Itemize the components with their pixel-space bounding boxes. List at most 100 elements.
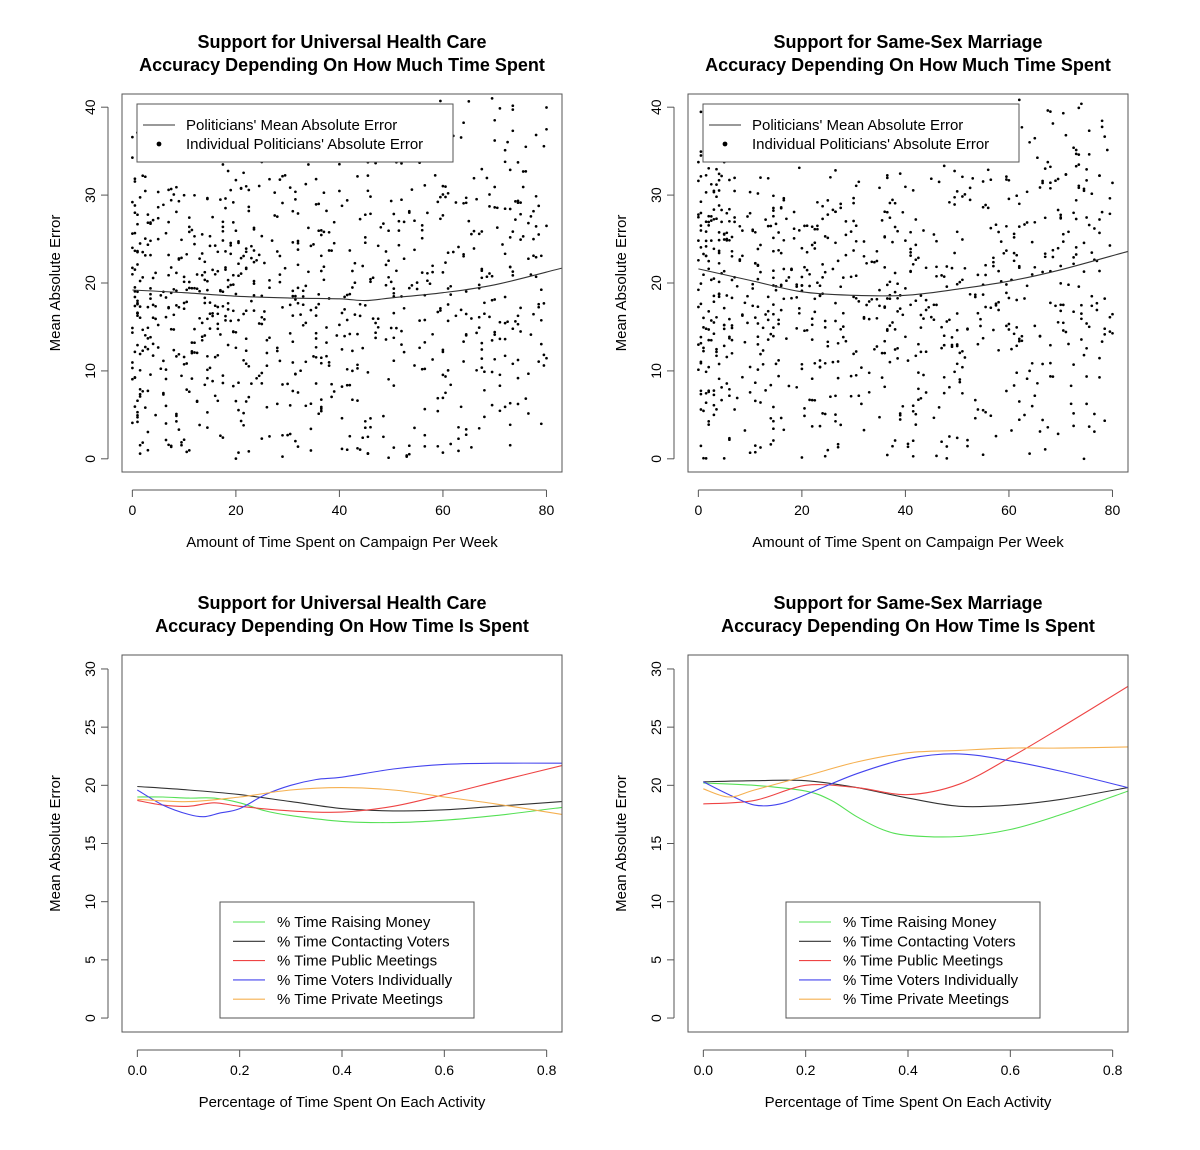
scatter-point	[919, 294, 923, 297]
scatter-point	[483, 370, 486, 374]
scatter-point	[1087, 129, 1091, 133]
scatter-point	[330, 249, 333, 252]
x-tick-label: 80	[539, 502, 555, 518]
scatter-point	[981, 453, 985, 457]
scatter-point	[1103, 333, 1107, 336]
scatter-point	[462, 254, 465, 258]
scatter-point	[242, 358, 245, 362]
scatter-point	[1005, 389, 1008, 393]
scatter-point	[291, 289, 295, 293]
scatter-point	[356, 332, 359, 336]
scatter-point	[296, 212, 300, 215]
scatter-point	[730, 326, 734, 330]
scatter-point	[759, 243, 762, 247]
scatter-point	[193, 234, 196, 238]
scatter-point	[304, 284, 308, 288]
scatter-point	[829, 395, 832, 399]
scatter-point	[363, 304, 367, 307]
scatter-point	[917, 342, 920, 346]
scatter-point	[766, 318, 770, 322]
scatter-point	[743, 301, 747, 305]
scatter-point	[961, 365, 964, 369]
scatter-point	[402, 350, 406, 354]
scatter-point	[392, 291, 396, 295]
scatter-point	[1005, 283, 1008, 286]
scatter-point	[1108, 330, 1112, 333]
scatter-point	[992, 260, 995, 264]
scatter-point	[986, 206, 990, 210]
scatter-point	[1020, 339, 1024, 343]
scatter-point	[702, 346, 705, 350]
scatter-point	[748, 190, 752, 194]
scatter-point	[307, 163, 310, 166]
scatter-point	[1108, 244, 1112, 247]
scatter-point	[164, 231, 168, 235]
series-line-2	[703, 779, 1128, 808]
scatter-point	[748, 451, 752, 455]
scatter-point	[392, 446, 396, 449]
scatter-point	[875, 259, 879, 263]
scatter-point	[133, 350, 137, 354]
x-tick-label: 0.8	[537, 1062, 557, 1078]
scatter-point	[247, 364, 251, 368]
scatter-point	[516, 314, 520, 318]
scatter-point	[146, 430, 150, 434]
scatter-point	[265, 405, 269, 409]
scatter-point	[715, 347, 718, 351]
scatter-point	[733, 220, 736, 224]
scatter-point	[888, 280, 892, 284]
scatter-point	[831, 360, 835, 364]
scatter-point	[976, 342, 980, 346]
scatter-point	[477, 426, 481, 430]
scatter-point	[777, 359, 780, 362]
scatter-point	[751, 228, 755, 232]
scatter-point	[498, 384, 502, 388]
scatter-point	[759, 352, 762, 356]
scatter-point	[231, 330, 235, 334]
scatter-point	[966, 327, 969, 331]
scatter-point	[340, 204, 344, 208]
scatter-point	[1072, 256, 1075, 259]
scatter-point	[816, 200, 819, 204]
scatter-point	[810, 398, 814, 402]
scatter-point	[162, 359, 165, 363]
scatter-point	[275, 215, 279, 218]
scatter-point	[1061, 321, 1065, 325]
scatter-point	[353, 261, 357, 265]
scatter-point	[133, 290, 137, 293]
scatter-point	[351, 369, 354, 373]
scatter-point	[979, 324, 982, 328]
scatter-point	[756, 192, 760, 195]
y-tick-label: 30	[82, 661, 98, 677]
scatter-point	[387, 229, 390, 233]
legend-entry-3: % Time Public Meetings	[277, 953, 437, 970]
scatter-point	[237, 408, 240, 412]
scatter-point	[862, 254, 866, 258]
scatter-point	[351, 269, 354, 273]
scatter-point	[338, 323, 341, 327]
scatter-point	[275, 346, 279, 350]
scatter-point	[875, 297, 879, 301]
scatter-point	[268, 336, 271, 340]
scatter-point	[777, 318, 780, 322]
scatter-point	[216, 305, 220, 309]
scatter-point	[304, 321, 308, 325]
scatter-point	[524, 170, 528, 173]
scatter-point	[439, 217, 442, 221]
scatter-point	[756, 277, 760, 281]
scatter-point	[1030, 240, 1034, 244]
scatter-point	[717, 251, 721, 255]
x-tick-label: 0.6	[1001, 1062, 1021, 1078]
scatter-point	[782, 198, 786, 202]
scatter-point	[234, 330, 238, 334]
x-tick-label: 20	[794, 502, 810, 518]
scatter-point	[299, 313, 302, 316]
scatter-point	[935, 454, 938, 458]
scatter-point	[764, 218, 767, 221]
scatter-point	[699, 408, 703, 411]
scatter-point	[885, 174, 889, 177]
scatter-point	[175, 271, 178, 275]
scatter-point	[1043, 252, 1047, 256]
scatter-point	[821, 263, 824, 266]
